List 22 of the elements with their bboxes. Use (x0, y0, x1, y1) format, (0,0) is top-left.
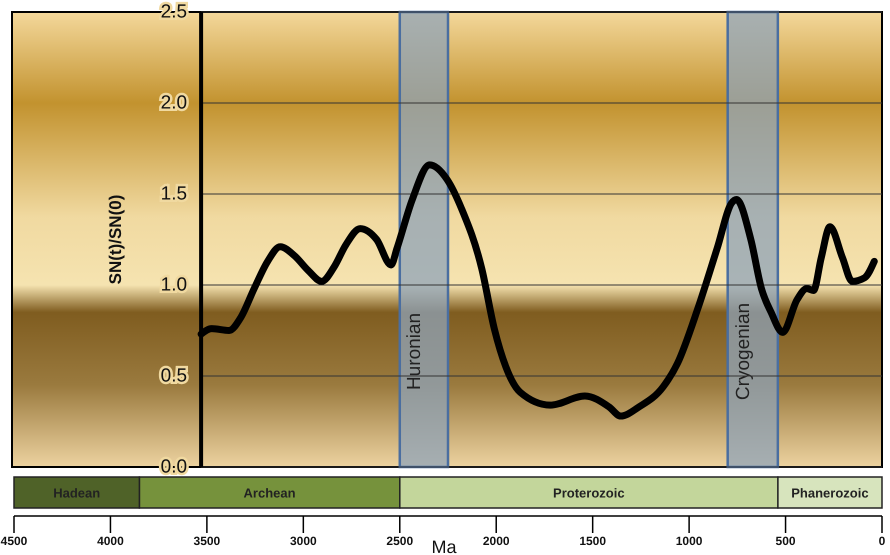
x-tick-label: 3500 (194, 534, 221, 548)
y-axis-title: SN(t)/SN(0) (106, 194, 126, 284)
x-tick-label: 2000 (482, 534, 510, 548)
x-tick-label: 4500 (0, 534, 28, 548)
y-tick-label: 1.0 (160, 274, 188, 296)
band-label: Cryogenian (732, 302, 754, 400)
x-tick-label: 1000 (676, 534, 703, 548)
series-label: Hadean (53, 486, 100, 500)
y-tick-label: 0.5 (160, 366, 188, 386)
y-tick-label: 2.0 (160, 92, 188, 114)
x-tick-label: 4000 (97, 534, 124, 548)
x-tick-label: 1500 (579, 534, 606, 548)
x-tick-label: 500 (776, 534, 796, 548)
x-tick-label: 3000 (290, 534, 318, 548)
x-tick-label: 2500 (386, 534, 414, 548)
x-axis-title: Ma (431, 537, 458, 555)
series-label: Phanerozoic (791, 486, 869, 500)
band-label: Huronian (404, 312, 425, 390)
x-tick-label: 0 (878, 534, 886, 548)
series-label: Proterozoic (553, 486, 625, 500)
series-label: Archean (244, 486, 296, 500)
y-tick-label: 1.5 (160, 184, 188, 204)
